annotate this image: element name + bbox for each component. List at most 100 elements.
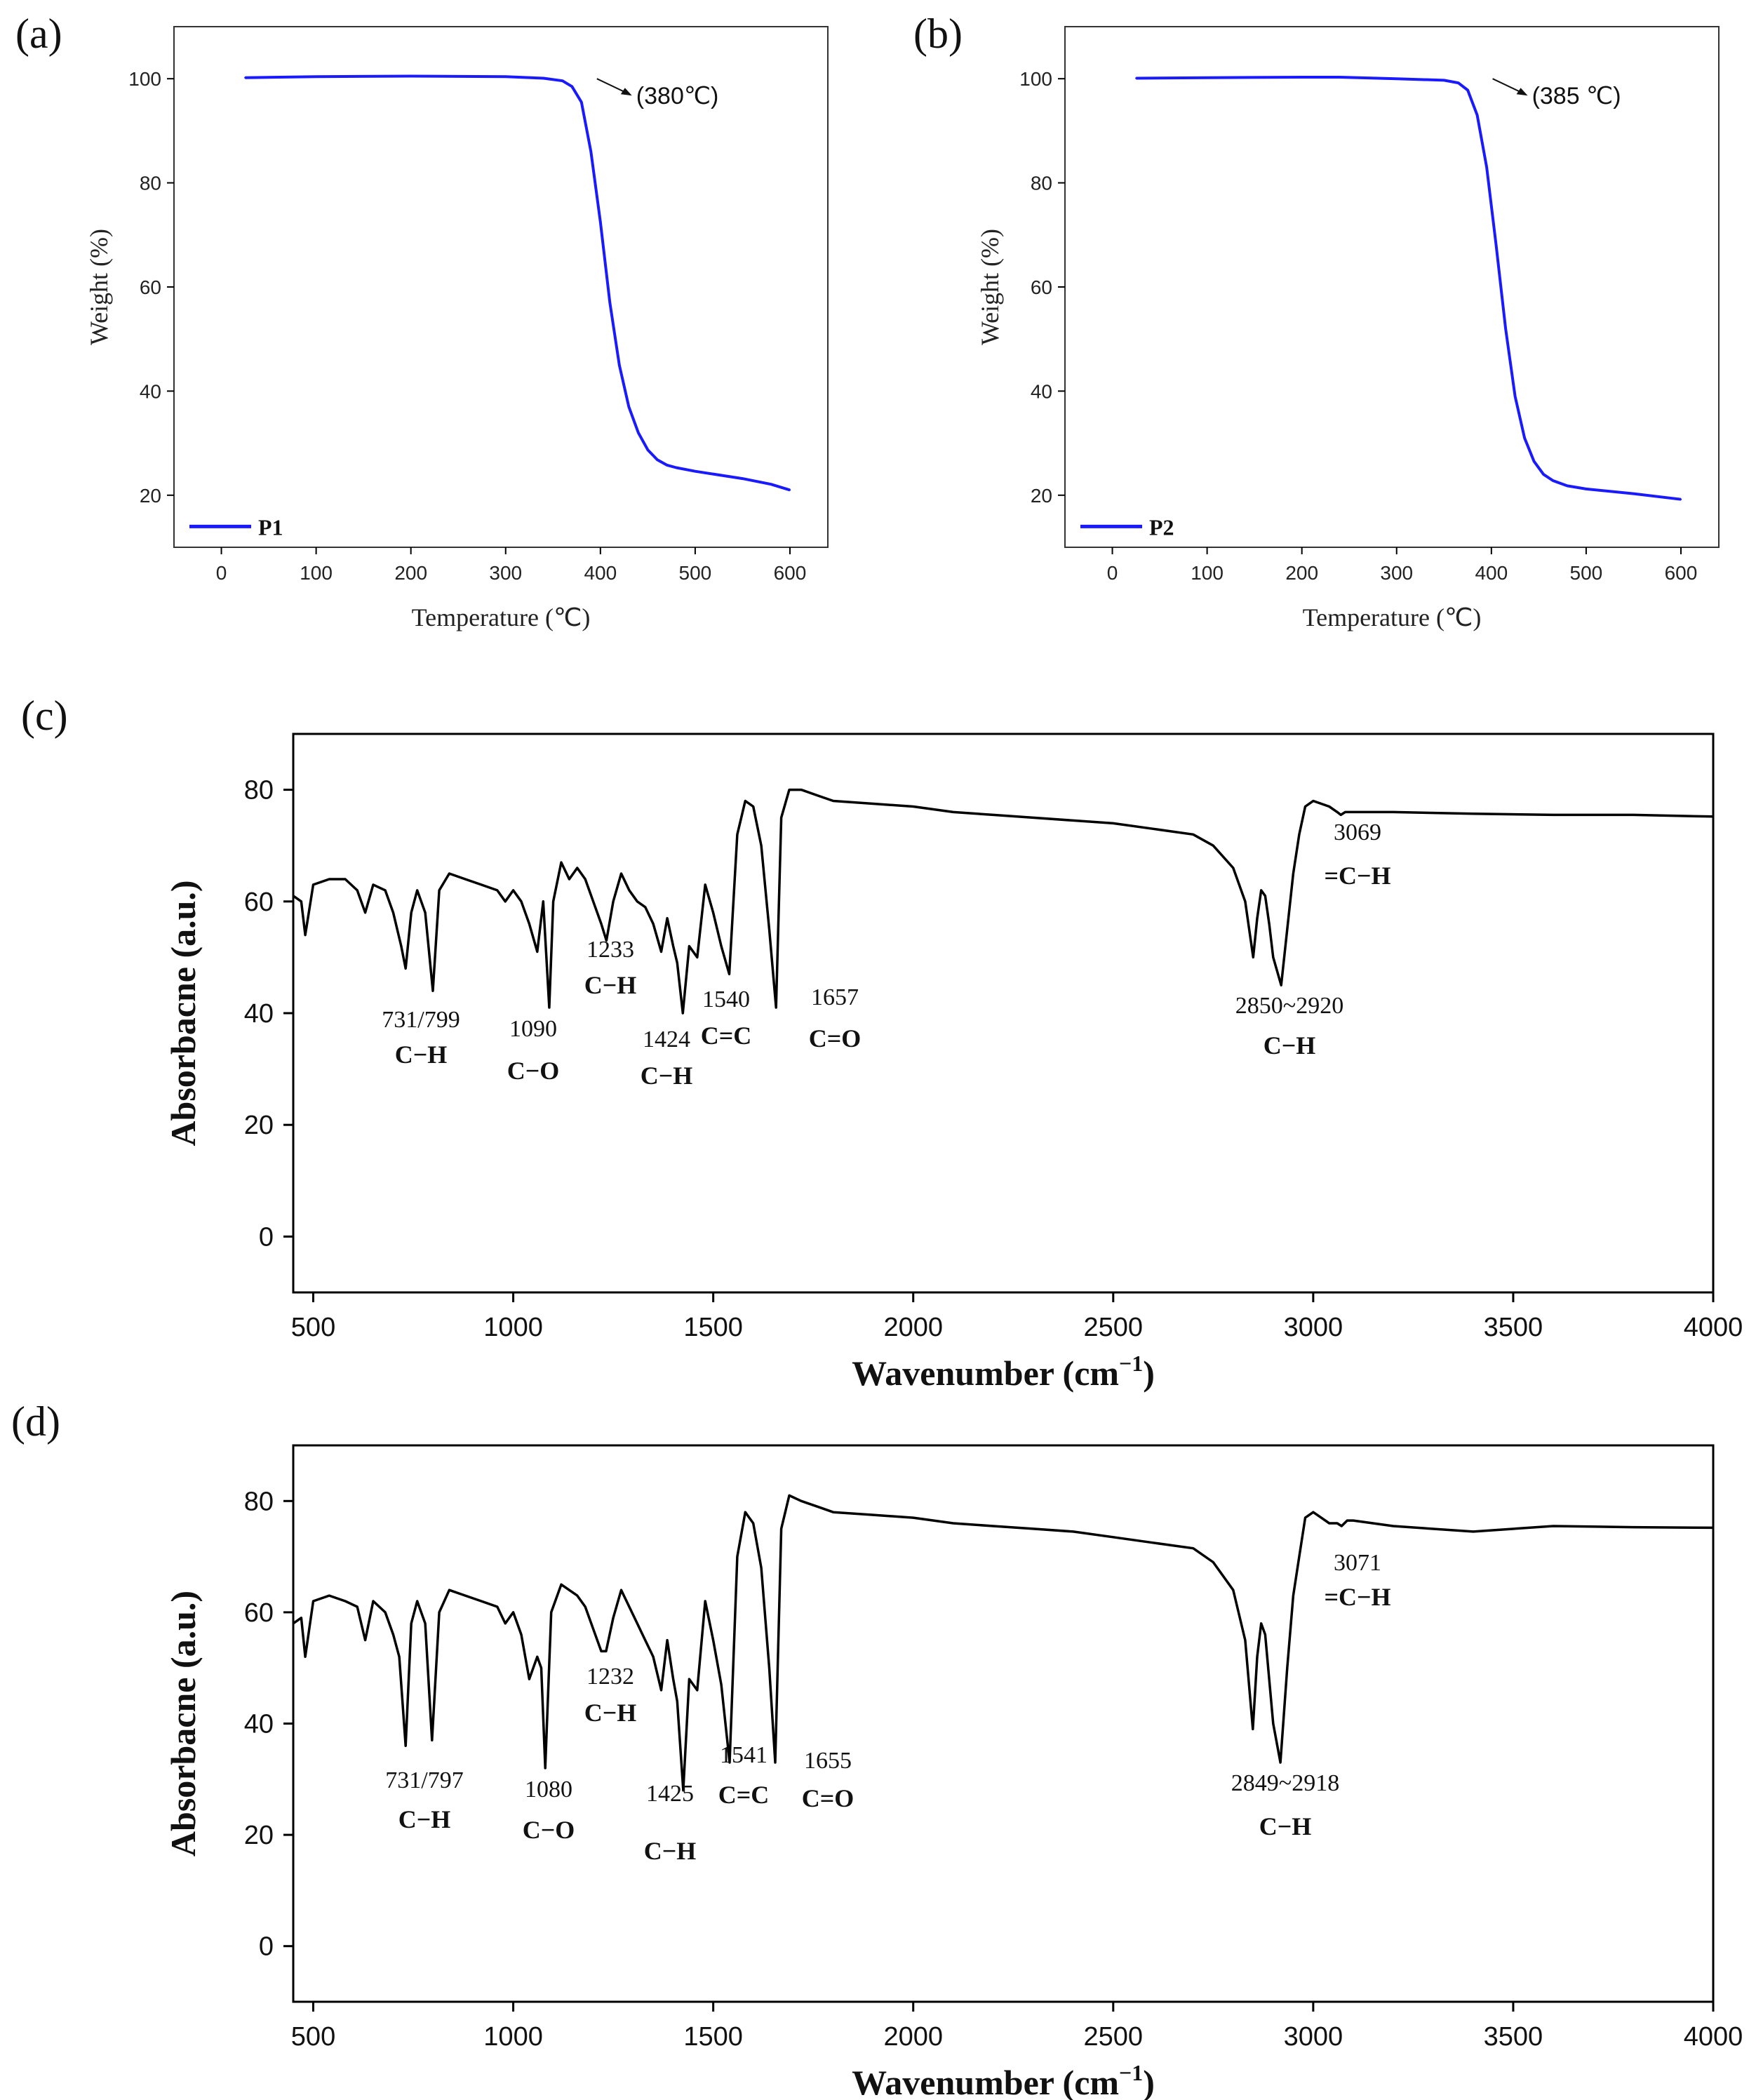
data-point [1523, 436, 1526, 439]
data-point [696, 1689, 699, 1692]
x-tick-label: 0 [216, 562, 227, 584]
data-point [536, 951, 538, 953]
data-point [672, 945, 674, 947]
data-point [1304, 1516, 1306, 1519]
data-point [1472, 1530, 1475, 1533]
annotation-arrow [1492, 78, 1522, 94]
data-point [1680, 498, 1682, 500]
data-point [561, 79, 563, 82]
data-point [952, 811, 954, 813]
peak-wavenumber-label: 1425 [646, 1781, 694, 1807]
data-point [682, 1012, 684, 1015]
x-tick-label: 200 [1285, 562, 1318, 584]
y-tick-label: 100 [1019, 68, 1052, 90]
data-point [584, 1605, 587, 1608]
data-point [760, 845, 763, 847]
peak-wavenumber-label: 1232 [587, 1664, 634, 1690]
y-tick-label: 20 [244, 1821, 274, 1850]
data-point [652, 923, 655, 925]
data-point [780, 817, 782, 819]
data-point [542, 900, 544, 903]
peak-wavenumber-label: 1090 [509, 1016, 557, 1042]
data-point [712, 911, 714, 914]
data-point [1292, 872, 1294, 875]
peak-wavenumber-label: 2849~2918 [1231, 1770, 1339, 1796]
peak-wavenumber-label: 1233 [587, 937, 634, 963]
data-point [1252, 1728, 1254, 1730]
data-point [1212, 845, 1214, 847]
data-point [480, 883, 483, 886]
data-point [1336, 1522, 1339, 1525]
data-point [1112, 1536, 1114, 1539]
data-point [1032, 1527, 1034, 1530]
peak-bond-label: C−H [398, 1805, 451, 1833]
data-point [704, 883, 706, 886]
data-point [315, 76, 317, 78]
data-point [392, 911, 394, 914]
data-point [1264, 1633, 1266, 1636]
data-point [1286, 1667, 1289, 1669]
data-point [620, 1589, 622, 1591]
data-point [496, 889, 498, 892]
annotation-arrowhead [620, 88, 632, 96]
data-point [1552, 814, 1555, 816]
x-tick-label: 2000 [883, 1313, 943, 1342]
data-point [398, 1656, 401, 1658]
data-point [644, 906, 646, 908]
data-point [704, 1600, 706, 1603]
data-point [872, 1513, 874, 1516]
x-tick-label: 0 [1107, 562, 1118, 584]
data-point [720, 945, 723, 947]
y-tick-label: 20 [1031, 485, 1052, 507]
peak-bond-label: C=C [718, 1781, 770, 1809]
data-point [1304, 805, 1306, 808]
data-point [1632, 1526, 1635, 1528]
data-point [637, 432, 640, 434]
data-point [1466, 89, 1469, 91]
x-axis-label-end: ) [1143, 2063, 1155, 2100]
y-tick-label: 80 [140, 173, 161, 194]
peak-bond-label: C−O [523, 1816, 575, 1844]
data-point [372, 883, 375, 886]
chart-panel-3: (c) 500 1000 1500 2000 2500 3000 3500 4000 0 20 40 6… [21, 693, 1743, 1393]
data-point [688, 1678, 690, 1680]
data-point [312, 1600, 314, 1603]
data-point [356, 889, 358, 892]
data-point [464, 1594, 467, 1597]
peak-wavenumber-label: 1424 [643, 1026, 690, 1052]
data-point [1268, 923, 1271, 925]
data-point [528, 1678, 530, 1680]
x-tick-label: 3500 [1484, 2022, 1543, 2052]
data-point [328, 878, 330, 881]
data-point [1352, 1519, 1355, 1522]
y-tick-label: 0 [259, 1932, 274, 1962]
data-point [1457, 81, 1459, 84]
data-point [392, 1633, 394, 1636]
data-point [1301, 76, 1303, 79]
peak-wavenumber-label: 3071 [1334, 1550, 1381, 1576]
data-point [736, 1556, 739, 1558]
data-point [548, 1006, 551, 1009]
x-tick-label: 4000 [1684, 2022, 1743, 2052]
x-axis-label-superscript: −1 [1119, 2060, 1143, 2085]
panel-label: (c) [21, 693, 68, 739]
data-point [512, 1611, 514, 1614]
data-point [300, 1617, 302, 1619]
data-point [496, 1605, 498, 1608]
data-point [244, 76, 246, 79]
data-point [576, 867, 578, 869]
peak-wavenumber-label: 1540 [702, 987, 750, 1012]
data-point [636, 900, 638, 903]
peak-bond-label: =C−H [1324, 862, 1390, 890]
data-point [1264, 895, 1266, 897]
data-point [742, 477, 744, 480]
data-point [571, 86, 573, 88]
data-point [832, 1511, 834, 1513]
data-point [1298, 1556, 1301, 1558]
data-point [728, 973, 730, 975]
data-point [1252, 956, 1254, 958]
data-point [666, 1639, 669, 1641]
x-tick-label: 1500 [683, 2022, 743, 2052]
x-tick-label: 400 [1475, 562, 1508, 584]
data-point [600, 1650, 603, 1652]
